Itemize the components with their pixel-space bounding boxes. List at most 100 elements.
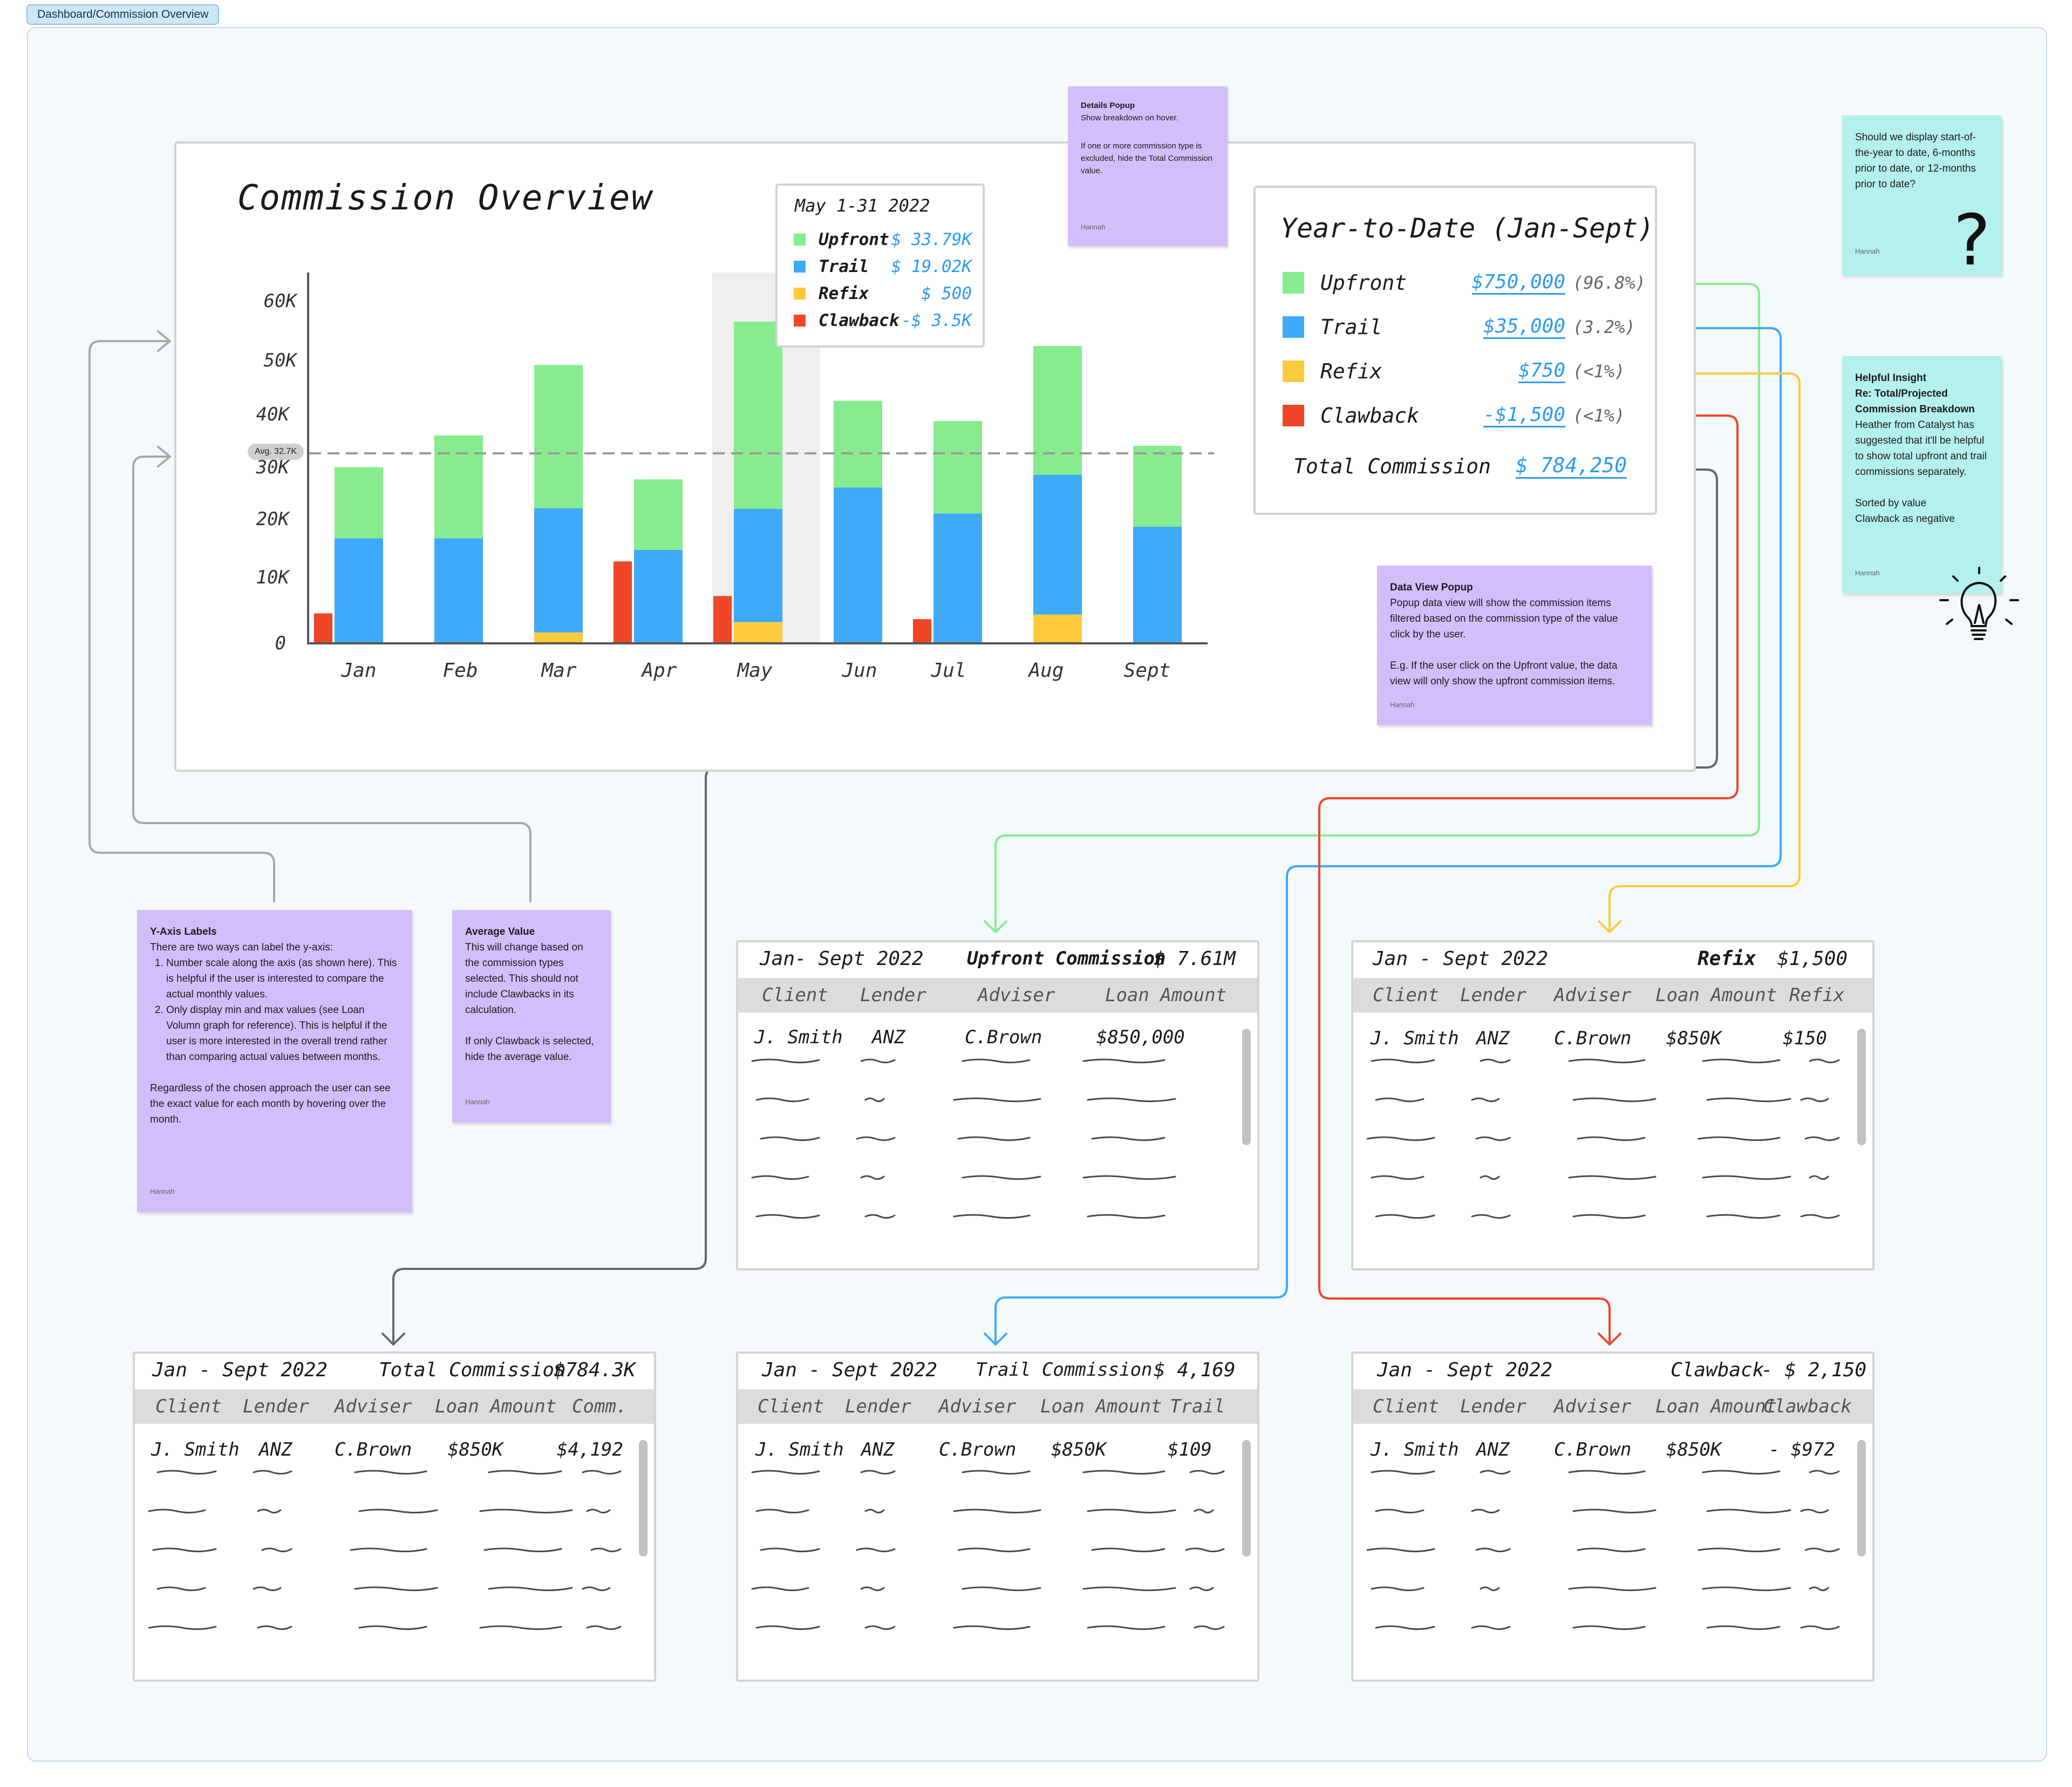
column-header[interactable]: Client (1373, 984, 1439, 1006)
column-header[interactable]: Adviser (1554, 984, 1632, 1006)
note-list: Number scale along the axis (as shown he… (150, 955, 399, 1065)
table-total: $ 4,169 (1154, 1359, 1236, 1381)
placeholder-scribble (1800, 1097, 1829, 1103)
column-header[interactable]: Client (1373, 1396, 1439, 1417)
column-header[interactable]: Client (762, 984, 828, 1006)
column-header[interactable]: Client (758, 1396, 824, 1417)
ytd-label: Trail (1320, 315, 1382, 339)
placeholder-scribble (1706, 1097, 1791, 1103)
placeholder-scribble (856, 1136, 896, 1141)
table-cell: - $972 (1769, 1439, 1835, 1460)
placeholder-scribble (1082, 1586, 1176, 1592)
column-header[interactable]: Adviser (335, 1396, 412, 1417)
table-scrollbar[interactable] (1857, 1029, 1866, 1145)
table-scrollbar[interactable] (639, 1440, 648, 1557)
placeholder-scribble (156, 1470, 217, 1475)
placeholder-scribble (1698, 1547, 1781, 1553)
column-header[interactable]: Adviser (978, 984, 1055, 1006)
refix-table[interactable]: Jan - Sept 2022 Refix $1,500 Client Lend… (1351, 940, 1875, 1270)
placeholder-scribble (962, 1586, 1041, 1592)
placeholder-scribble (1087, 1097, 1176, 1103)
placeholder-scribble (1568, 1586, 1657, 1592)
column-header[interactable]: Clawback (1763, 1396, 1852, 1417)
ytd-value-clawback[interactable]: -$1,500 (1483, 404, 1565, 427)
column-header[interactable]: Loan Amount (1655, 984, 1777, 1006)
ytd-row-upfront[interactable]: Upfront $750,000 (96.8%) (1283, 271, 1646, 295)
table-cell: ANZ (1476, 1439, 1510, 1460)
note-details-popup[interactable]: Details Popup Show breakdown on hover. I… (1068, 86, 1228, 246)
column-header[interactable]: Trail (1170, 1396, 1225, 1417)
placeholder-scribble (962, 1470, 1031, 1475)
placeholder-scribble (962, 1175, 1041, 1180)
placeholder-scribble (1475, 1136, 1511, 1141)
column-header[interactable]: Adviser (939, 1396, 1017, 1417)
column-header[interactable]: Lender (845, 1396, 911, 1417)
ytd-label: Clawback (1320, 404, 1420, 427)
column-header[interactable]: Lender (1460, 1396, 1526, 1417)
table-columns: Client Lender Adviser Loan Amount Clawba… (1353, 1389, 1872, 1424)
placeholder-scribble (957, 1547, 1031, 1553)
note-average-value[interactable]: Average Value This will change based on … (452, 910, 611, 1123)
total-commission-table[interactable]: Jan - Sept 2022 Total Commission $784.3K… (133, 1351, 656, 1682)
ytd-row-trail[interactable]: Trail $35,000 (3.2%) (1283, 315, 1639, 339)
placeholder-scribble (860, 1175, 885, 1180)
table-scrollbar[interactable] (1242, 1029, 1251, 1145)
note-data-view-popup[interactable]: Data View Popup Popup data view will sho… (1377, 566, 1652, 725)
placeholder-scribble (755, 1509, 809, 1514)
note-author: Hannah (1855, 247, 1880, 255)
column-header[interactable]: Lender (860, 984, 926, 1006)
placeholder-scribble (1702, 1058, 1781, 1064)
placeholder-scribble (1194, 1625, 1225, 1630)
clawback-table[interactable]: Jan - Sept 2022 Clawback - $ 2,150 Clien… (1351, 1351, 1875, 1682)
popup-title: May 1-31 2022 (795, 195, 930, 216)
placeholder-scribble (1471, 1097, 1500, 1103)
ytd-value-upfront[interactable]: $750,000 (1471, 271, 1565, 295)
column-header[interactable]: Loan Amount (435, 1396, 557, 1417)
upfront-table[interactable]: Jan- Sept 2022 Upfront Commission $ 7.61… (736, 940, 1259, 1270)
placeholder-scribble (1800, 1214, 1840, 1219)
placeholder-scribble (586, 1625, 622, 1630)
placeholder-scribble (1698, 1136, 1781, 1141)
table-scrollbar[interactable] (1857, 1440, 1866, 1557)
table-period: Jan - Sept 2022 (762, 1359, 938, 1381)
placeholder-scribble (755, 1214, 820, 1219)
table-scrollbar[interactable] (1242, 1440, 1251, 1557)
table-columns: Client Lender Adviser Loan Amount Comm. (135, 1389, 654, 1424)
column-header[interactable]: Client (155, 1396, 222, 1417)
placeholder-scribble (751, 1586, 809, 1592)
ytd-value-refix[interactable]: $750 (1518, 359, 1565, 383)
column-header[interactable]: Adviser (1554, 1396, 1632, 1417)
popup-row-clawback: Clawback -$ 3.5K (794, 311, 972, 330)
ytd-value-trail[interactable]: $35,000 (1483, 315, 1565, 339)
column-header[interactable]: Loan Amount (1040, 1396, 1162, 1417)
table-cell: C.Brown (939, 1439, 1017, 1460)
table-period: Jan - Sept 2022 (152, 1359, 328, 1381)
note-helpful-insight[interactable]: Helpful Insight Re: Total/Projected Comm… (1842, 356, 2002, 594)
column-header[interactable]: Loan Amount (1105, 984, 1227, 1006)
placeholder-scribble (148, 1509, 206, 1514)
column-header[interactable]: Lender (243, 1396, 309, 1417)
connector-y-axis (88, 330, 275, 902)
column-header[interactable]: Lender (1460, 984, 1526, 1006)
placeholder-scribble (1471, 1509, 1500, 1514)
note-text: Show breakdown on hover. (1081, 113, 1178, 123)
ytd-row-refix[interactable]: Refix $750 (<1%) (1283, 359, 1639, 383)
clawback-swatch (1283, 405, 1304, 426)
ytd-total-row[interactable]: Total Commission $ 784,250 (1293, 453, 1627, 479)
note-y-axis-labels[interactable]: Y-Axis Labels There are two ways can lab… (137, 910, 412, 1212)
column-header[interactable]: Comm. (572, 1396, 628, 1417)
column-header[interactable]: Refix (1789, 984, 1845, 1006)
placeholder-scribble (1082, 1470, 1166, 1475)
placeholder-scribble (257, 1509, 282, 1514)
ytd-total-value[interactable]: $ 784,250 (1516, 453, 1627, 479)
placeholder-scribble (1809, 1470, 1840, 1475)
note-date-range[interactable]: Should we display start-of-the-year to d… (1842, 115, 2002, 275)
placeholder-scribble (354, 1586, 438, 1592)
table-type: Trail Commission (976, 1359, 1153, 1381)
column-header[interactable]: Loan Amount (1655, 1396, 1777, 1417)
frame-label[interactable]: Dashboard/Commission Overview (26, 4, 220, 25)
ytd-row-clawback[interactable]: Clawback -$1,500 (<1%) (1283, 404, 1639, 427)
placeholder-scribble (488, 1470, 562, 1475)
trail-table[interactable]: Jan - Sept 2022 Trail Commission $ 4,169… (736, 1351, 1259, 1682)
